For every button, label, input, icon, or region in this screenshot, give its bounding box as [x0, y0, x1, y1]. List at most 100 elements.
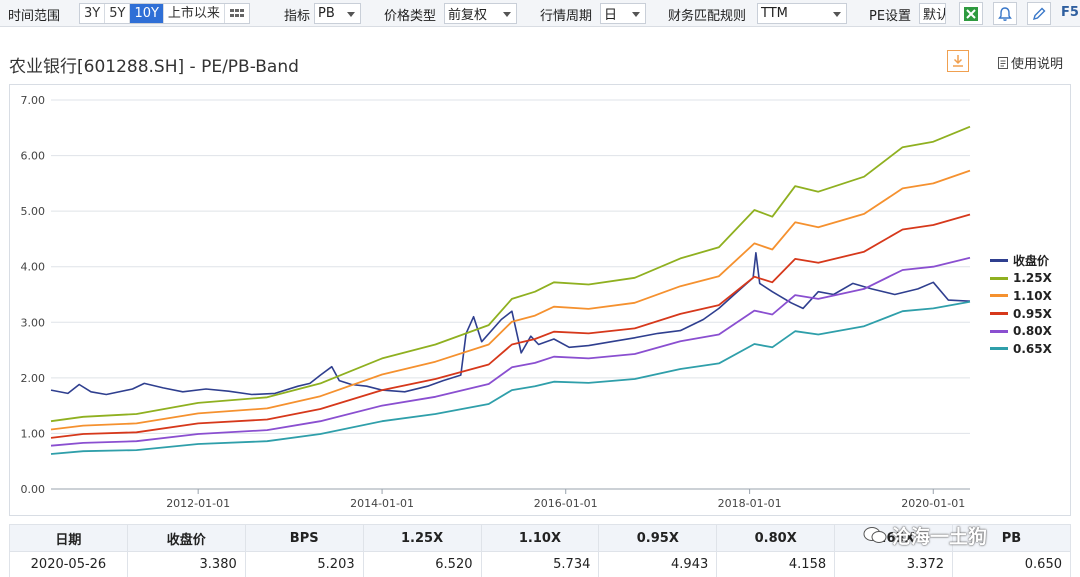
y-tick-label: 4.00	[21, 261, 46, 274]
header-125x: 1.25X	[362, 524, 482, 552]
range-3y-button[interactable]: 3Y	[80, 4, 106, 23]
header-080x: 0.80X	[716, 524, 836, 552]
pe-setting-value: 默认	[923, 8, 945, 23]
legend-item[interactable]: 0.80X	[990, 322, 1052, 340]
range-5y-button[interactable]: 5Y	[105, 4, 131, 23]
download-button[interactable]	[947, 50, 969, 72]
series-line-0.65X	[50, 300, 971, 455]
pe-setting-label: PE设置	[869, 9, 912, 24]
excel-export-button[interactable]	[959, 2, 983, 25]
header-bps: BPS	[244, 524, 364, 552]
help-link[interactable]: 使用说明	[997, 53, 1063, 72]
chart-legend: 收盘价 1.25X 1.10X 0.95X 0.80X 0.65X	[990, 252, 1052, 358]
series-line-0.95X	[50, 213, 971, 439]
grid-icon	[229, 8, 244, 19]
toolbar: 时间范围 3Y 5Y 10Y 上市以来 指标 PB 价格类型 前复权 行情周期 …	[0, 0, 1080, 27]
legend-item[interactable]: 收盘价	[990, 252, 1052, 270]
legend-label: 1.10X	[1013, 288, 1052, 303]
edit-button[interactable]	[1027, 2, 1051, 25]
table-header-row: 日期 收盘价 BPS 1.25X 1.10X 0.95X 0.80X 0.65X…	[9, 524, 1071, 552]
chevron-down-icon	[347, 12, 355, 17]
legend-label: 1.25X	[1013, 271, 1052, 286]
chevron-down-icon	[833, 12, 841, 17]
series-line-1.25X	[50, 125, 971, 423]
range-10y-button[interactable]: 10Y	[130, 4, 164, 23]
series-line-收盘价	[50, 252, 971, 396]
alert-bell-button[interactable]	[993, 2, 1017, 25]
x-tick-label: 2016-01-01	[534, 497, 598, 510]
cell-080x: 4.158	[716, 551, 836, 577]
y-tick-label: 2.00	[21, 372, 46, 385]
cell-110x: 5.734	[480, 551, 600, 577]
x-tick-label: 2014-01-01	[350, 497, 414, 510]
x-tick-label: 2018-01-01	[718, 497, 782, 510]
legend-item[interactable]: 1.25X	[990, 270, 1052, 288]
legend-label: 收盘价	[1013, 254, 1050, 269]
indicator-label: 指标	[284, 9, 311, 24]
legend-swatch	[990, 294, 1008, 298]
chart-frame: 0.00 1.00 2.00 3.00 4.00 5.00 6.00 7.00 2012-01-…	[9, 84, 1071, 516]
legend-swatch	[990, 276, 1008, 280]
watermark: 沧海一土狗	[862, 519, 987, 551]
help-label: 使用说明	[1011, 57, 1064, 72]
cell-bps: 5.203	[244, 551, 364, 577]
pb-band-chart: 0.00 1.00 2.00 3.00 4.00 5.00 6.00 7.00 2012-01-…	[21, 94, 971, 510]
price-type-label: 价格类型	[384, 9, 437, 24]
legend-label: 0.95X	[1013, 306, 1052, 321]
header-110x: 1.10X	[480, 524, 600, 552]
f5-refresh-label[interactable]: F5	[1061, 5, 1079, 20]
header-close: 收盘价	[126, 524, 246, 552]
time-range-label: 时间范围	[8, 9, 61, 24]
y-tick-label: 1.00	[21, 427, 46, 440]
legend-item[interactable]: 0.95X	[990, 305, 1052, 323]
cell-065x: 3.372	[834, 551, 953, 577]
cell-125x: 6.520	[362, 551, 482, 577]
range-since-listing-button[interactable]: 上市以来	[164, 4, 225, 23]
period-value: 日	[604, 8, 618, 23]
watermark-text: 沧海一土狗	[892, 525, 988, 548]
header-date: 日期	[9, 524, 128, 552]
fin-rule-value: TTM	[761, 6, 788, 21]
y-tick-label: 0.00	[21, 483, 46, 496]
legend-swatch	[990, 347, 1008, 351]
series-line-1.10X	[50, 169, 971, 431]
cell-095x: 4.943	[598, 551, 718, 577]
wechat-icon	[863, 527, 887, 543]
pencil-icon	[1032, 7, 1046, 20]
cell-pb: 0.650	[952, 551, 1071, 577]
legend-swatch	[990, 312, 1008, 316]
header-095x: 0.95X	[598, 524, 718, 552]
legend-label: 0.80X	[1013, 324, 1052, 339]
bell-icon	[998, 6, 1012, 21]
chevron-down-icon	[503, 12, 511, 17]
excel-icon	[964, 6, 978, 21]
y-tick-label: 6.00	[21, 150, 46, 163]
chevron-down-icon	[632, 12, 640, 17]
legend-item[interactable]: 1.10X	[990, 287, 1052, 305]
header-065x: 0.65X	[834, 524, 953, 552]
y-tick-label: 5.00	[21, 205, 46, 218]
fin-rule-select[interactable]: TTM	[757, 3, 847, 24]
fin-rule-label: 财务匹配规则	[668, 9, 747, 24]
price-type-select[interactable]: 前复权	[444, 3, 517, 24]
legend-item[interactable]: 0.65X	[990, 340, 1052, 358]
y-tick-label: 7.00	[21, 94, 46, 107]
period-label: 行情周期	[540, 9, 593, 24]
cell-date: 2020-05-26	[9, 551, 128, 577]
y-tick-label: 3.00	[21, 316, 46, 329]
indicator-select[interactable]: PB	[314, 3, 361, 24]
calendar-grid-button[interactable]	[225, 4, 249, 23]
table-row: 2020-05-26 3.380 5.203 6.520 5.734 4.943…	[9, 551, 1071, 577]
pe-setting-select[interactable]: 默认	[919, 3, 946, 24]
download-icon	[953, 55, 963, 67]
price-type-value: 前复权	[448, 8, 488, 23]
legend-swatch	[990, 259, 1008, 263]
header-pb: PB	[952, 524, 1071, 552]
chart-title: 农业银行[601288.SH] - PE/PB-Band	[9, 57, 299, 77]
x-tick-label: 2020-01-01	[901, 497, 965, 510]
period-select[interactable]: 日	[600, 3, 646, 24]
x-tick-label: 2012-01-01	[166, 497, 230, 510]
legend-swatch	[990, 329, 1008, 333]
document-icon	[998, 56, 1008, 69]
legend-label: 0.65X	[1013, 341, 1052, 356]
